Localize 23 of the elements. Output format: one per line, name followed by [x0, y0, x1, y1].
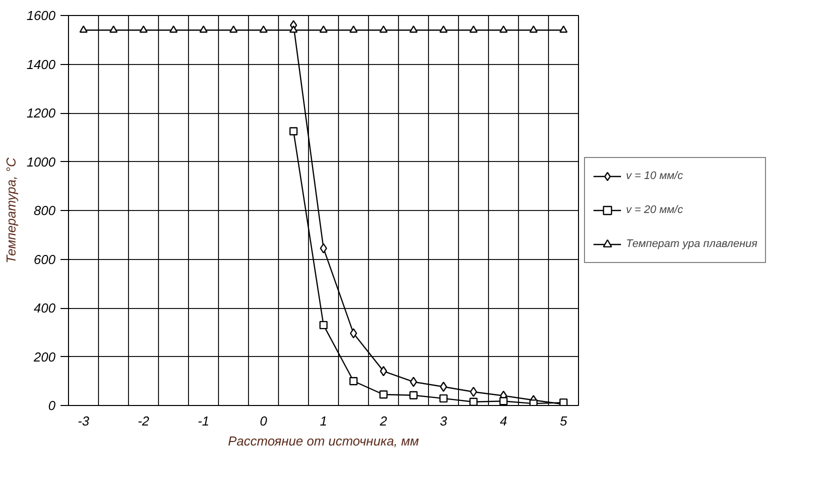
y-axis-title: Температура, °С — [4, 157, 19, 264]
y-tick-label: 1400 — [26, 56, 56, 72]
x-tick-label: 4 — [500, 414, 508, 428]
x-tick-label: 3 — [440, 414, 448, 428]
y-tick-label: 600 — [34, 252, 56, 267]
x-tick-label: 1 — [320, 414, 328, 428]
legend-label: v = 10 мм/с — [626, 170, 683, 182]
y-tick-label: 0 — [48, 398, 56, 413]
y-tick-label: 1600 — [26, 8, 56, 23]
x-axis-title: Расстояние от источника, мм — [228, 434, 420, 448]
x-tick-label: 2 — [378, 414, 388, 428]
y-tick-label: 800 — [34, 203, 56, 218]
y-tick-label: 1000 — [26, 154, 56, 170]
y-tick-label: 200 — [32, 349, 56, 364]
legend-label: v = 20 мм/с — [626, 204, 683, 216]
legend-label: Температ ура плавления — [626, 238, 758, 250]
x-tick-label: -3 — [78, 414, 90, 428]
y-tick-label: 400 — [34, 300, 56, 316]
x-tick-label: 5 — [560, 414, 568, 428]
x-tick-label: 0 — [260, 414, 268, 428]
x-tick-label: -1 — [198, 414, 210, 428]
y-tick-label: 1200 — [26, 106, 56, 120]
x-tick-label: -2 — [138, 414, 150, 428]
